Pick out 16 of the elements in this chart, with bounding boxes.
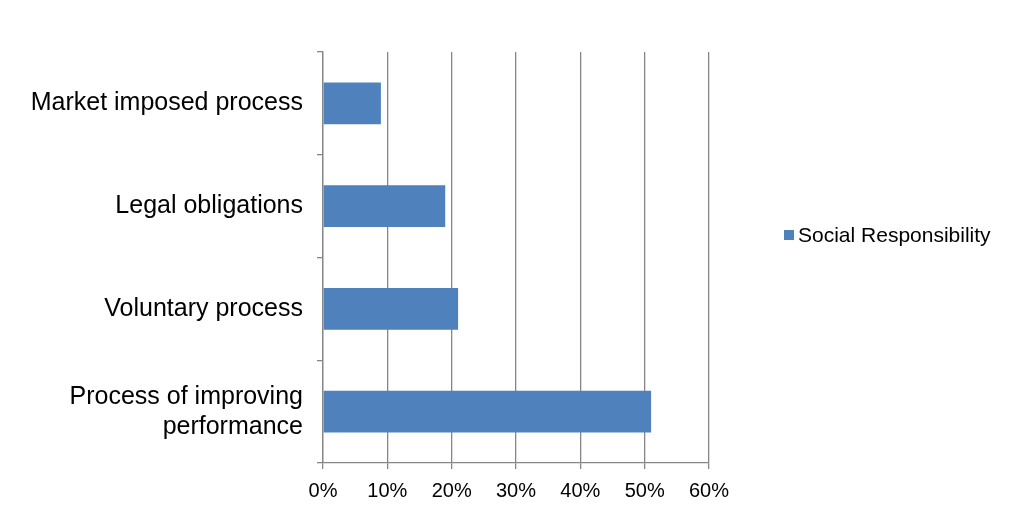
x-tick-label: 60%: [688, 478, 730, 501]
x-tick-label: 40%: [560, 478, 601, 501]
legend-label: Social Responsibility: [798, 222, 991, 247]
bar: [323, 390, 652, 433]
x-tick-label: 10%: [367, 478, 408, 501]
bar: [323, 185, 446, 227]
bar: [323, 288, 459, 330]
y-tick-label: Voluntary process: [104, 292, 303, 321]
bar: [323, 82, 381, 125]
x-tick-label: 50%: [624, 478, 665, 501]
y-tick-label: Process of improving performance: [69, 380, 303, 439]
y-tick-label: Legal obligations: [115, 190, 303, 219]
x-tick-label: 0%: [308, 478, 338, 501]
x-tick-label: 20%: [431, 478, 472, 501]
y-tick-label: Market imposed process: [30, 87, 303, 116]
x-tick-label: 30%: [495, 478, 537, 501]
